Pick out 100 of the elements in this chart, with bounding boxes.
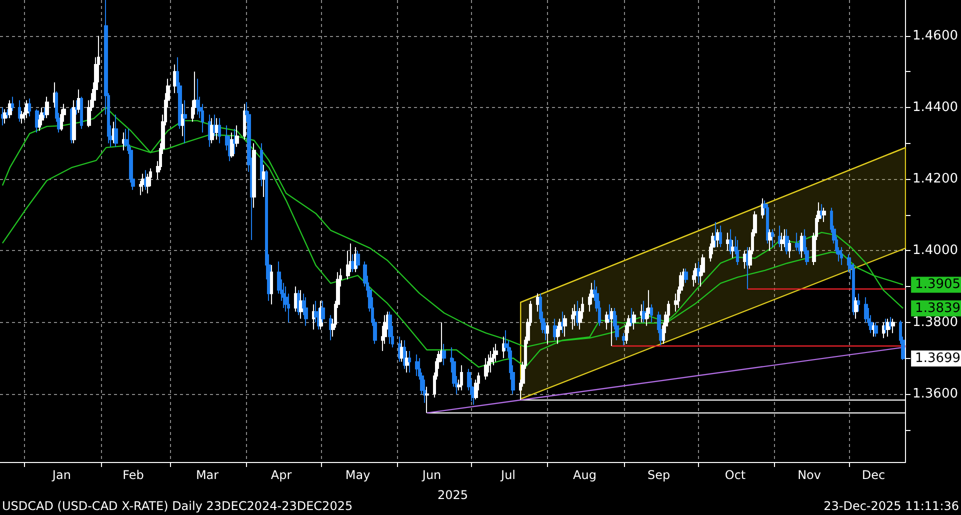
- candlestick: [650, 304, 653, 323]
- candlestick: [1, 106, 4, 126]
- candlestick: [573, 304, 577, 326]
- candlestick: [114, 114, 118, 148]
- candlestick: [716, 228, 720, 248]
- candlestick: [640, 304, 643, 323]
- candlestick: [632, 311, 636, 330]
- candlestick: [45, 96, 49, 119]
- candlestick: [536, 292, 540, 312]
- candlestick: [694, 262, 698, 284]
- candlestick: [766, 204, 769, 244]
- candlestick: [563, 314, 567, 338]
- candlestick: [28, 98, 31, 117]
- x-tick-label: Jul: [500, 468, 516, 482]
- y-tick-label: 1.4600: [912, 28, 958, 44]
- candlestick: [891, 318, 895, 334]
- candlestick: [299, 290, 303, 320]
- candlestick: [3, 108, 7, 124]
- candlestick: [218, 118, 221, 144]
- candlestick: [489, 350, 493, 373]
- candlestick: [262, 164, 266, 198]
- y-tick-label: 1.3600: [912, 386, 958, 402]
- candlestick: [80, 96, 83, 130]
- candlestick: [196, 78, 199, 116]
- candlestick: [122, 132, 125, 151]
- x-tick-label: Sep: [647, 468, 670, 482]
- candlestick: [731, 239, 735, 258]
- candlestick: [889, 316, 892, 330]
- candlestick: [351, 254, 355, 273]
- candlestick: [183, 100, 187, 144]
- y-tick-label: 1.3800: [912, 314, 958, 330]
- candlestick: [312, 304, 315, 330]
- candlestick: [20, 110, 24, 124]
- candlestick: [442, 343, 446, 366]
- candlestick: [403, 340, 406, 370]
- candlestick: [502, 336, 505, 359]
- candlestick: [726, 232, 730, 252]
- candlestick: [820, 204, 823, 219]
- candlestick: [252, 142, 256, 208]
- candlestick: [270, 264, 273, 305]
- candlestick: [356, 250, 360, 270]
- candlestick: [388, 311, 392, 344]
- annotation: 1.3699: [915, 351, 961, 366]
- candlestick: [630, 308, 633, 326]
- candlestick: [329, 314, 332, 341]
- candlestick: [18, 100, 21, 122]
- candlestick: [53, 82, 56, 108]
- candlestick: [35, 108, 39, 134]
- x-tick-label: Jun: [421, 468, 442, 482]
- candlestick: [778, 225, 781, 248]
- candlestick: [746, 246, 749, 290]
- candlestick: [840, 246, 843, 266]
- candlestick: [415, 354, 419, 377]
- candlestick: [304, 296, 308, 326]
- candlestick: [610, 308, 614, 346]
- x-tick-label: Apr: [270, 468, 292, 482]
- candlestick: [697, 260, 700, 284]
- candlestick: [874, 322, 878, 338]
- candlestick: [405, 350, 409, 373]
- candlestick: [408, 350, 411, 373]
- candlestick: [714, 222, 717, 248]
- candlestick: [854, 296, 858, 320]
- candlestick: [553, 318, 557, 341]
- candlestick: [561, 311, 564, 334]
- candlestick: [852, 262, 855, 316]
- x-tick-label: Oct: [724, 468, 746, 482]
- candlestick: [886, 318, 890, 338]
- candlestick: [780, 232, 784, 252]
- candlestick: [822, 207, 826, 223]
- candlestick: [11, 96, 14, 112]
- candlestick: [783, 228, 786, 248]
- text: 23-Dec-2025 11:11:36: [824, 499, 960, 513]
- candlestick: [321, 300, 325, 323]
- candlestick: [213, 114, 216, 137]
- candlestick: [546, 322, 549, 344]
- candlestick: [642, 300, 646, 323]
- candlestick: [761, 198, 764, 219]
- line-series: [2, 106, 904, 368]
- candlestick: [771, 228, 774, 248]
- x-tick-label: Aug: [573, 468, 596, 482]
- x-tick-label: Mar: [196, 468, 219, 482]
- candlestick: [72, 100, 76, 144]
- candlestick: [743, 250, 747, 270]
- candlestick: [788, 239, 791, 258]
- candlestick: [6, 108, 9, 119]
- y-tick-label: 1.4000: [912, 243, 958, 258]
- candlestick: [719, 225, 722, 248]
- y-tick-label: 1.4200: [912, 172, 958, 187]
- candlestick: [233, 128, 236, 154]
- x-tick-label: Jan: [51, 468, 71, 482]
- candlestick: [484, 358, 488, 380]
- candlestick: [215, 118, 219, 140]
- candlestick: [768, 228, 772, 252]
- candlestick: [785, 228, 789, 255]
- candlestick: [75, 100, 78, 116]
- candlestick: [872, 322, 875, 338]
- candlestick: [494, 343, 498, 362]
- candlestick: [882, 322, 885, 339]
- x-tick-label: Dec: [862, 468, 886, 482]
- candlestick: [608, 304, 611, 323]
